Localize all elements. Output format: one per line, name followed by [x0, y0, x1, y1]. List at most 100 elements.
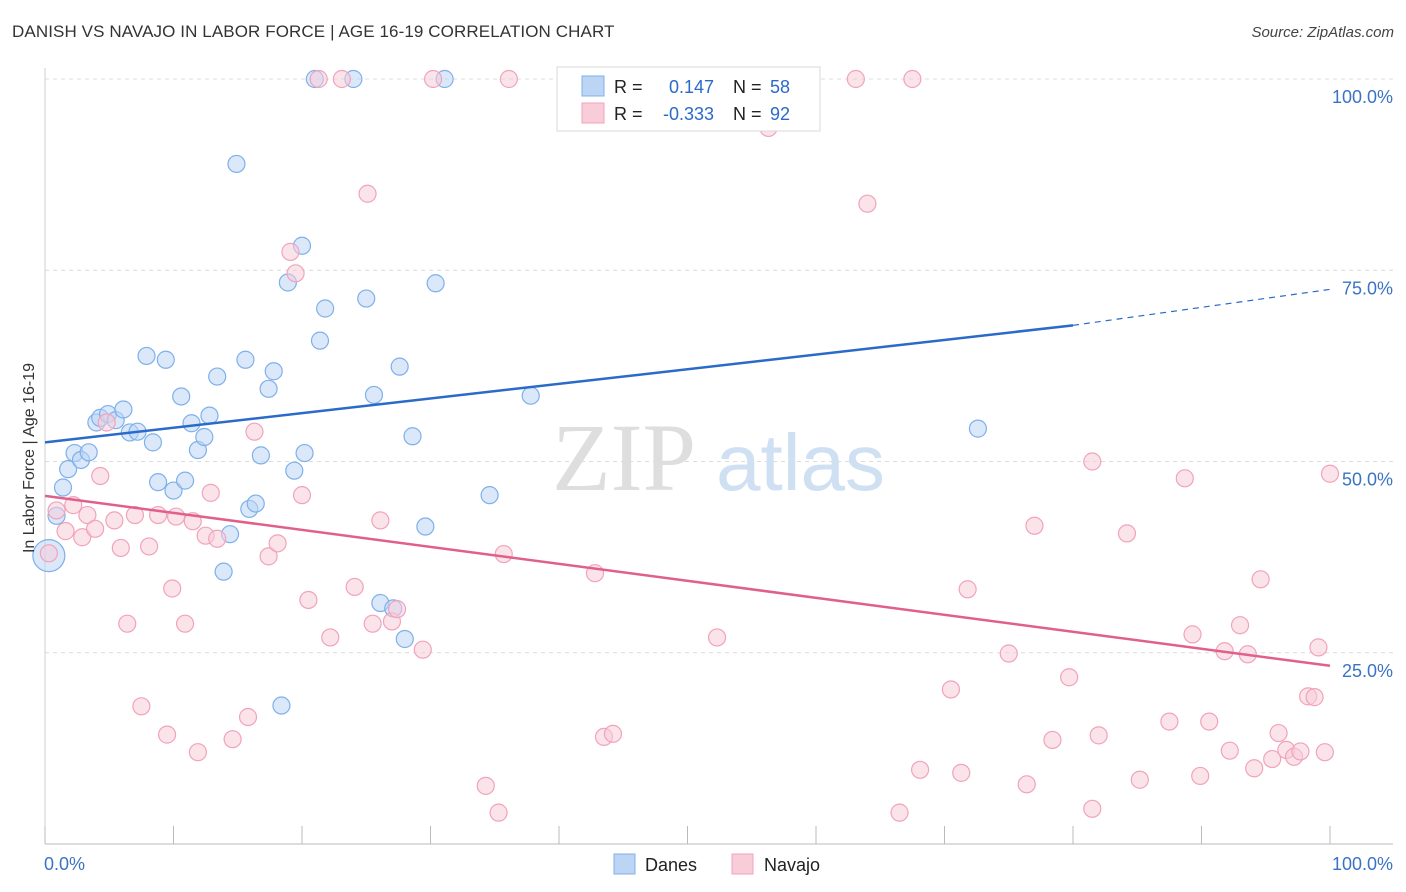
navajo-point: [118, 614, 137, 633]
danes-point: [200, 406, 219, 425]
legend-r-label-danes: R =: [614, 77, 643, 97]
legend-swatch-danes: [581, 75, 605, 97]
navajo-point: [321, 628, 340, 647]
navajo-point: [73, 528, 92, 547]
navajo-point: [1263, 749, 1282, 769]
navajo-point: [413, 640, 432, 659]
navajo-point: [1017, 775, 1036, 794]
navajo-point: [163, 579, 182, 598]
navajo-point: [281, 242, 300, 261]
danes-point: [214, 562, 233, 581]
navajo-point: [1315, 743, 1334, 762]
danes-point: [114, 400, 133, 419]
navajo-point: [309, 69, 328, 89]
navajo-point: [476, 776, 495, 795]
legend-r-danes: 0.147: [669, 77, 714, 97]
navajo-point: [97, 413, 116, 432]
danes-point: [53, 478, 73, 497]
navajo-point: [1191, 766, 1210, 786]
y-tick-label: 100.0%: [1332, 87, 1393, 107]
danes-point: [480, 486, 499, 505]
legend-r-navajo: -0.333: [663, 104, 714, 124]
navajo-point: [1309, 638, 1328, 657]
navajo-point: [292, 486, 312, 505]
y-tick-label: 50.0%: [1342, 470, 1393, 490]
navajo-point: [299, 590, 318, 610]
danes-point: [295, 443, 314, 463]
y-tick-label: 25.0%: [1342, 661, 1393, 681]
navajo-point: [78, 505, 97, 525]
legend-swatch-navajo: [581, 102, 605, 124]
danes-point: [164, 481, 183, 500]
legend-n-label-navajo: N =: [733, 104, 762, 124]
navajo-point: [166, 507, 186, 526]
navajo-trend-line: [44, 494, 1331, 667]
navajo-point: [332, 69, 351, 89]
navajo-point: [139, 537, 159, 556]
danes-trend-line: [44, 324, 1074, 444]
navajo-point: [223, 730, 242, 749]
navajo-point: [999, 644, 1018, 663]
navajo-point: [157, 725, 177, 744]
navajo-point: [1089, 726, 1108, 745]
navajo-point: [259, 547, 278, 566]
navajo-point: [1245, 759, 1264, 778]
axes: [44, 68, 1393, 845]
navajo-point: [91, 466, 110, 486]
legend-bottom-label-navajo: Navajo: [764, 855, 820, 875]
danes-point: [137, 346, 156, 366]
danes-point: [390, 357, 409, 376]
navajo-point: [1043, 730, 1062, 750]
navajo-point: [188, 743, 208, 762]
navajo-point: [489, 803, 508, 822]
navajo-point: [286, 264, 305, 283]
watermark-atlas: atlas: [716, 418, 885, 507]
danes-point: [259, 379, 278, 398]
navajo-point: [371, 511, 390, 530]
navajo-point: [499, 69, 518, 89]
legend-stats: R = 0.147 N = 58 R = -0.333 N = 92: [556, 66, 821, 132]
tick-labels: 25.0% 50.0% 75.0% 100.0% 0.0% 100.0%: [44, 87, 1393, 874]
danes-point: [227, 154, 246, 174]
navajo-point: [363, 614, 382, 633]
navajo-point: [1220, 741, 1239, 760]
danes-point: [156, 350, 175, 369]
data-points: [32, 69, 1340, 822]
navajo-point: [1291, 742, 1310, 761]
navajo-point: [245, 422, 264, 441]
legend-bottom-swatch-navajo: [731, 853, 754, 875]
legend-bottom-swatch-danes: [613, 853, 636, 875]
grid-lines: [45, 78, 1393, 654]
x-tick-label-max: 100.0%: [1332, 854, 1393, 874]
y-tick-label: 75.0%: [1342, 278, 1393, 298]
danes-point: [143, 433, 163, 452]
danes-point: [182, 414, 201, 433]
danes-point: [426, 274, 445, 293]
navajo-point: [111, 538, 130, 558]
navajo-point: [105, 511, 124, 530]
danes-point: [968, 419, 988, 438]
navajo-point: [1160, 712, 1179, 731]
legend-n-navajo: 92: [770, 104, 790, 124]
navajo-point: [39, 544, 58, 563]
navajo-point: [268, 534, 287, 553]
legend-n-danes: 58: [770, 77, 790, 97]
navajo-point: [1130, 770, 1149, 789]
navajo-point: [1320, 464, 1340, 483]
danes-point: [264, 362, 283, 381]
navajo-point: [387, 600, 407, 619]
navajo-point: [910, 760, 930, 779]
navajo-point: [345, 577, 364, 597]
navajo-point: [175, 614, 195, 633]
danes-point: [310, 331, 330, 350]
danes-point: [357, 289, 376, 308]
danes-point: [395, 629, 414, 649]
danes-point: [59, 460, 78, 479]
danes-point: [246, 494, 265, 513]
danes-point: [172, 387, 191, 406]
navajo-point: [1083, 799, 1102, 818]
navajo-point: [86, 519, 105, 538]
legend-bottom-label-danes: Danes: [645, 855, 697, 875]
navajo-point: [958, 580, 977, 599]
navajo-point: [941, 680, 961, 699]
